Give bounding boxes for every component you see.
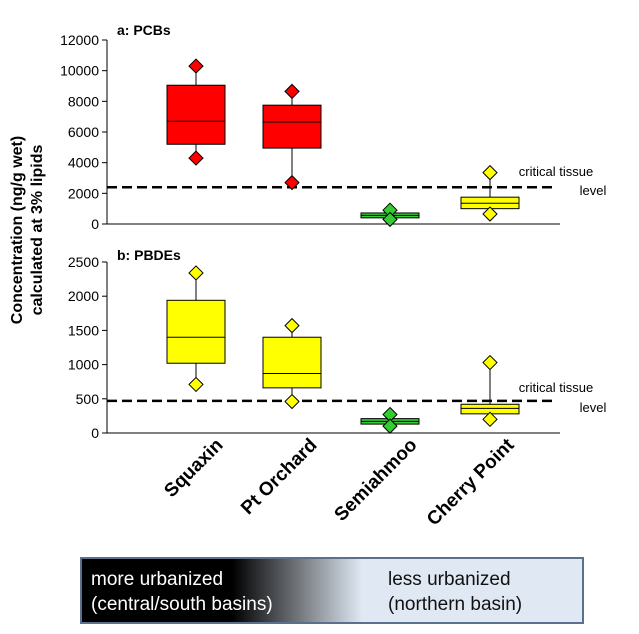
y-tick-label: 0: [91, 425, 99, 441]
box-cherry-point: [460, 164, 520, 222]
y-tick-label: 2000: [68, 185, 99, 201]
less-urbanized-label-line2: (northern basin): [388, 594, 523, 615]
min-marker: [382, 211, 398, 228]
max-marker: [482, 354, 498, 371]
threshold-label-line2: level: [580, 400, 607, 415]
max-marker: [188, 58, 204, 74]
panel-title: a: PCBs: [117, 22, 171, 38]
max-marker: [284, 83, 300, 100]
box-pt-orchard: [262, 83, 322, 191]
box-squaxin: [166, 265, 226, 393]
max-marker: [188, 265, 204, 281]
category-label-squaxin: Squaxin: [160, 435, 227, 502]
min-marker: [188, 376, 204, 393]
box-iqr: [166, 84, 226, 145]
y-tick-label: 2000: [68, 288, 99, 304]
y-tick-label: 1000: [68, 357, 99, 373]
y-tick-label: 12000: [60, 32, 99, 48]
box-iqr: [262, 336, 322, 389]
category-labels: Squaxin Pt Orchard Semiahmoo Cherry Point: [160, 434, 519, 530]
y-tick-label: 2500: [68, 254, 99, 270]
box-pt-orchard: [262, 317, 322, 410]
box-cherry-point: [460, 354, 520, 428]
y-tick-label: 500: [76, 391, 100, 407]
y-tick-label: 6000: [68, 124, 99, 140]
min-marker: [482, 411, 498, 428]
box-squaxin: [166, 58, 226, 166]
category-label-semiahmoo: Semiahmoo: [331, 435, 422, 526]
threshold-label-line1: critical tissue: [519, 380, 593, 395]
max-marker: [482, 164, 498, 181]
min-marker: [284, 174, 300, 191]
urbanized-label-line1: more urbanized: [91, 569, 224, 590]
less-urbanized-label-line1: less urbanized: [388, 569, 511, 590]
y-tick-label: 8000: [68, 93, 99, 109]
panel-pbdes: 0 500 1000 1500 2000 2500 b: PBDEs critical tis…: [68, 247, 607, 441]
min-marker: [482, 206, 498, 222]
urbanization-gradient-bar: more urbanized (central/south basins) le…: [80, 557, 584, 624]
category-label-pt-orchard: Pt Orchard: [237, 435, 321, 519]
y-tick-label: 1500: [68, 322, 99, 338]
y-tick-label: 10000: [60, 63, 99, 79]
box-iqr: [262, 104, 322, 149]
box-iqr: [166, 299, 226, 364]
max-marker: [284, 317, 300, 334]
y-axis-label-line2: calculated at 3% lipids: [29, 145, 46, 316]
urbanized-label: more urbanized (central/south basins): [91, 567, 273, 617]
panel-title: b: PBDEs: [117, 247, 181, 263]
less-urbanized-label: less urbanized (northern basin): [388, 567, 522, 617]
threshold-label-line2: level: [580, 183, 607, 198]
min-marker: [188, 150, 204, 166]
panel-pcbs: 0 2000 4000 6000 8000 10000 12000 a: PCBs critic…: [60, 22, 606, 232]
box-semiahmoo: [360, 202, 420, 228]
min-marker: [382, 418, 398, 434]
y-tick-label: 4000: [68, 155, 99, 171]
box-semiahmoo: [360, 406, 420, 434]
urbanized-label-line2: (central/south basins): [91, 594, 273, 615]
threshold-label-line1: critical tissue: [519, 164, 593, 179]
min-marker: [284, 393, 300, 410]
y-axis-label-line1: Concentration (ng/g wet): [9, 136, 26, 324]
y-tick-label: 0: [91, 216, 99, 232]
category-label-cherry-point: Cherry Point: [423, 434, 519, 530]
